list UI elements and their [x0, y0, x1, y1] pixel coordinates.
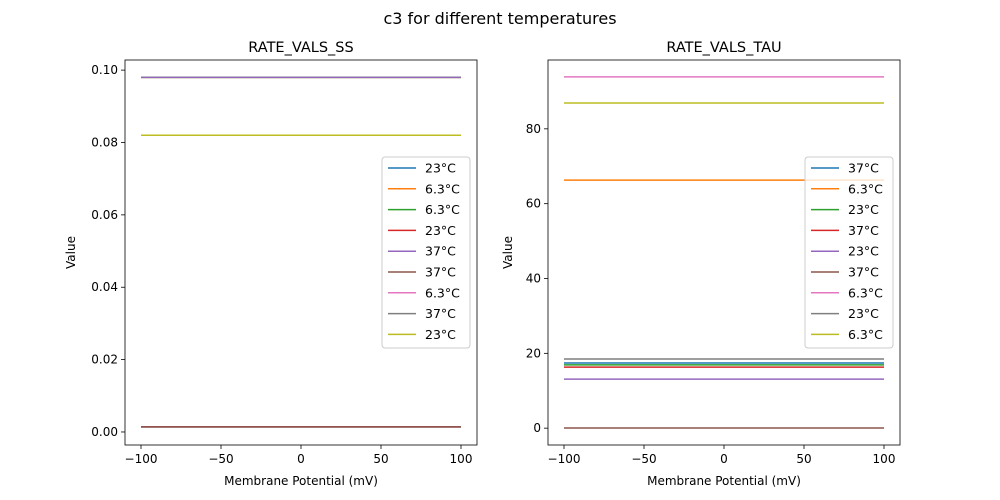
x-tick-label: −100 [548, 452, 581, 466]
y-tick-label: 40 [526, 272, 541, 286]
y-tick-label: 0.10 [91, 63, 118, 77]
x-tick-label: 50 [796, 452, 811, 466]
legend: 23°C 6.3°C 6.3°C 23°C 37°C 37°C 6.3°C 37°C 23°C [381, 156, 471, 349]
x-tick-label: −50 [631, 452, 656, 466]
x-tick-label: 50 [373, 452, 388, 466]
y-tick-label: 0.00 [91, 425, 118, 439]
y-tick-label: 0 [533, 421, 541, 435]
legend-label: 6.3°C [425, 285, 460, 300]
legend-label: 37°C [848, 161, 879, 176]
x-tick-label: −50 [208, 452, 233, 466]
x-tick-label: 100 [450, 452, 473, 466]
x-axis-label: Membrane Potential (mV) [647, 474, 801, 488]
legend-box [381, 156, 471, 349]
y-tick-label: 0.02 [91, 353, 118, 367]
legend-label: 37°C [425, 265, 456, 280]
x-tick-label: 100 [873, 452, 896, 466]
subplot-2: −100 −50 0 50 100 0 20 40 60 80 RATE_VALS_TAU Membr… [501, 40, 901, 488]
y-tick-label: 20 [526, 346, 541, 360]
legend-label: 6.3°C [848, 181, 883, 196]
legend-box [804, 156, 894, 349]
y-tick-label: 60 [526, 197, 541, 211]
legend-label: 6.3°C [848, 327, 883, 342]
y-axis-label: Value [64, 236, 78, 269]
legend-label: 23°C [848, 202, 879, 217]
y-tick-label: 0.08 [91, 136, 118, 150]
legend-label: 23°C [848, 244, 879, 259]
subplot-1: −100 −50 0 50 100 0.00 0.02 0.04 0.06 0.08 0.10 RAT… [64, 40, 478, 488]
legend-label: 37°C [848, 265, 879, 280]
subplot-title: RATE_VALS_TAU [666, 40, 781, 56]
x-axis-label: Membrane Potential (mV) [224, 474, 378, 488]
x-tick-label: −100 [125, 452, 158, 466]
x-tick-label: 0 [297, 452, 305, 466]
legend: 37°C 6.3°C 23°C 37°C 23°C 37°C 6.3°C 23°C 6.3°C [804, 156, 894, 349]
legend-label: 6.3°C [425, 202, 460, 217]
y-tick-label: 0.04 [91, 280, 118, 294]
legend-label: 6.3°C [848, 285, 883, 300]
legend-label: 6.3°C [425, 181, 460, 196]
legend-label: 37°C [425, 244, 456, 259]
legend-label: 23°C [848, 306, 879, 321]
x-tick-label: 0 [720, 452, 728, 466]
legend-label: 23°C [425, 327, 456, 342]
y-axis-label: Value [501, 236, 515, 269]
legend-label: 23°C [425, 223, 456, 238]
legend-label: 23°C [425, 161, 456, 176]
y-tick-label: 80 [526, 122, 541, 136]
legend-label: 37°C [425, 306, 456, 321]
y-tick-label: 0.06 [91, 208, 118, 222]
figure-title: c3 for different temperatures [383, 9, 616, 28]
legend-label: 37°C [848, 223, 879, 238]
subplot-title: RATE_VALS_SS [248, 40, 353, 56]
